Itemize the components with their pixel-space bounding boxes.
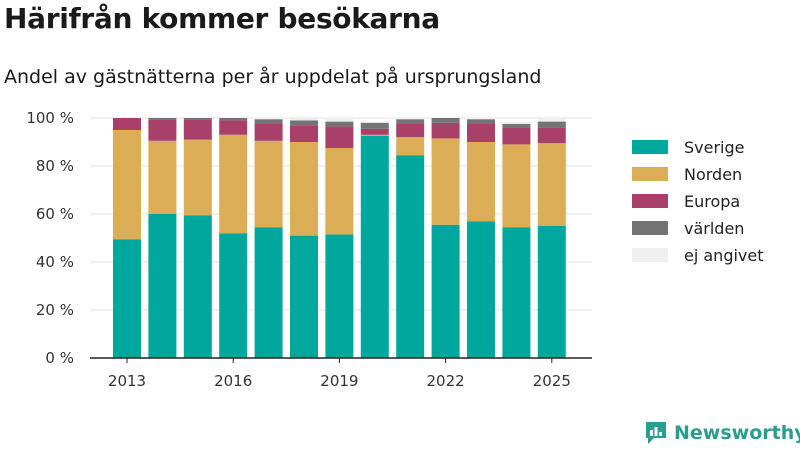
bar-segment xyxy=(183,118,212,120)
bar-segment xyxy=(325,234,354,358)
bar-segment xyxy=(148,119,177,141)
bar-segment xyxy=(467,221,495,358)
legend-item[interactable]: världen xyxy=(632,219,744,238)
bar-segment xyxy=(148,118,177,120)
bar-segment xyxy=(219,233,248,358)
legend-item[interactable]: Europa xyxy=(632,192,740,211)
bar-segment xyxy=(360,122,389,129)
legend-item[interactable]: Norden xyxy=(632,165,742,184)
chart-subtitle: Andel av gästnätterna per år uppdelat på… xyxy=(4,66,542,88)
bar-segment xyxy=(183,119,212,140)
chart-title: Härifrån kommer besökarna xyxy=(4,2,440,35)
bar-segment xyxy=(254,140,283,228)
bar-segment xyxy=(113,239,141,358)
bar-segment xyxy=(396,137,425,156)
y-tick-label: 80 % xyxy=(36,157,74,175)
legend-item[interactable]: Sverige xyxy=(632,138,745,157)
newsworthy-logo-icon xyxy=(646,422,666,444)
x-tick-label: 2016 xyxy=(214,372,252,390)
legend-swatch xyxy=(632,221,668,235)
legend-item[interactable]: ej angivet xyxy=(632,246,764,265)
bar-segment xyxy=(467,142,495,222)
legend-label: Sverige xyxy=(684,138,745,157)
bar-segment xyxy=(396,155,425,358)
axes: 0 % 20 % 40 % 60 % 80 % 100 % 2013 2016 2019 2022… xyxy=(26,109,592,390)
bar-segment xyxy=(219,120,248,135)
bar-segment xyxy=(113,118,141,130)
bar-segment xyxy=(502,121,531,124)
bar-segment xyxy=(537,226,566,358)
legend-swatch xyxy=(632,194,668,208)
bar-segment xyxy=(219,118,248,121)
bar-segment xyxy=(502,227,531,358)
bar-segment xyxy=(537,119,566,122)
bar-segment xyxy=(360,128,389,135)
bar-segment xyxy=(325,148,354,235)
bar-segment xyxy=(219,134,248,234)
bar-segment xyxy=(467,118,495,120)
y-tick-label: 60 % xyxy=(36,205,74,223)
y-tick-label: 20 % xyxy=(36,301,74,319)
legend-swatch xyxy=(632,248,668,262)
bar-segment xyxy=(360,134,389,136)
bar-segment xyxy=(431,138,460,225)
bar-segment xyxy=(502,124,531,128)
bar-segment xyxy=(360,136,389,358)
bar-segment xyxy=(537,127,566,144)
bar-segment xyxy=(325,119,354,122)
bar-segment xyxy=(290,235,318,358)
bar-segment xyxy=(502,127,531,145)
bar-segment xyxy=(396,119,425,124)
bar-segment xyxy=(360,121,389,123)
legend-swatch xyxy=(632,167,668,181)
bar-segment xyxy=(325,121,354,127)
bar-segment xyxy=(325,126,354,148)
bar-segment xyxy=(254,227,283,358)
bars xyxy=(113,118,566,358)
bar-segment xyxy=(290,120,318,126)
bar-segment xyxy=(467,124,495,142)
legend: Sverige Norden Europa världen ej angivet xyxy=(632,138,764,265)
bar-segment xyxy=(431,118,460,123)
y-tick-label: 0 % xyxy=(45,349,74,367)
bar-segment xyxy=(537,143,566,226)
bar-segment xyxy=(396,124,425,138)
bar-segment xyxy=(431,224,460,358)
x-tick-label: 2013 xyxy=(108,372,146,390)
bar-segment xyxy=(254,124,283,141)
y-tick-label: 100 % xyxy=(26,109,74,127)
bar-segment xyxy=(290,118,318,121)
x-tick-label: 2022 xyxy=(427,372,465,390)
bar-segment xyxy=(254,119,283,124)
brand-logo[interactable]: Newsworthy xyxy=(644,420,800,446)
bar-segment xyxy=(254,118,283,120)
bar-segment xyxy=(183,139,212,216)
bar-segment xyxy=(502,144,531,228)
bar-segment xyxy=(467,119,495,124)
bar-segment xyxy=(290,142,318,236)
bar-segment xyxy=(537,121,566,128)
x-tick-label: 2019 xyxy=(320,372,358,390)
bar-segment xyxy=(396,118,425,120)
brand-name: Newsworthy xyxy=(674,422,800,444)
legend-swatch xyxy=(632,140,668,154)
bar-segment xyxy=(431,122,460,139)
bar-segment xyxy=(183,215,212,358)
y-tick-label: 40 % xyxy=(36,253,74,271)
legend-label: Norden xyxy=(684,165,742,184)
bar-segment xyxy=(113,130,141,240)
bar-segment xyxy=(148,140,177,214)
legend-label: Europa xyxy=(684,192,740,211)
x-tick-label: 2025 xyxy=(533,372,571,390)
legend-label: världen xyxy=(684,219,744,238)
bar-segment xyxy=(148,214,177,358)
legend-label: ej angivet xyxy=(684,246,764,265)
bar-segment xyxy=(290,125,318,142)
